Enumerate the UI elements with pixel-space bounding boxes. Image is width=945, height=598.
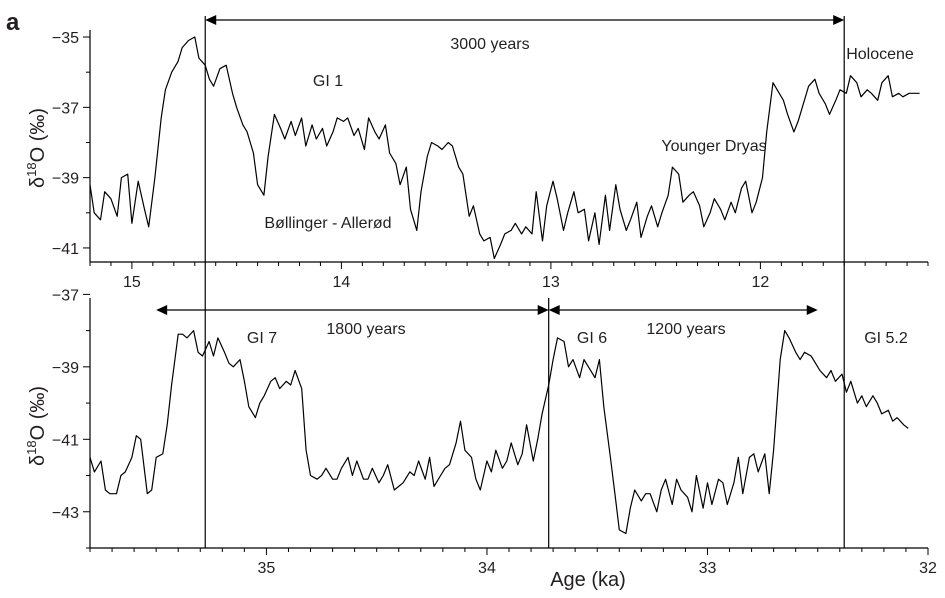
top-y-tick-label: −35 [52, 30, 79, 47]
younger-dryas-label: Younger Dryas [661, 138, 766, 155]
top-y-axis: −35 −37 −39 −41 [52, 30, 91, 262]
top-y-tick-label: −41 [52, 241, 79, 258]
top-panel: −35 −37 −39 −41 15 14 13 12 δ18O (‰) 3000 year… [24, 30, 929, 291]
arrow-1200-years-head-right [806, 305, 818, 315]
top-y-tick-label: −39 [52, 171, 79, 188]
bottom-y-tick-label: −37 [52, 287, 79, 304]
bottom-y-axis: −37 −39 −41 −43 [52, 287, 91, 549]
arrow-1800-years [156, 305, 549, 315]
arrow-1800-years-head-right [537, 305, 549, 315]
arrow-1200-years-head-left [548, 305, 560, 315]
arrow-3000-years-head-right [833, 15, 845, 25]
span-1200-years-label: 1200 years [646, 321, 725, 338]
top-x-tick-label: 14 [333, 274, 351, 291]
gi1-label: GI 1 [313, 73, 343, 90]
bottom-y-tick-label: −41 [52, 432, 79, 449]
x-axis-label: Age (ka) [550, 569, 626, 591]
bottom-y-tick-label: −43 [52, 505, 79, 522]
bottom-x-tick-label: 34 [478, 560, 496, 577]
top-x-tick-label: 15 [123, 274, 141, 291]
bottom-y-axis-label: δ18O (‰) [24, 386, 49, 466]
holocene-label: Holocene [846, 46, 914, 63]
top-x-axis: 15 14 13 12 [89, 261, 929, 291]
top-y-axis-label: δ18O (‰) [24, 108, 49, 188]
span-1800-years-label: 1800 years [326, 321, 405, 338]
reference-markers [156, 15, 845, 548]
gi7-label: GI 7 [247, 330, 277, 347]
top-delta18o-series [89, 36, 920, 260]
arrow-3000-years-head-left [205, 15, 217, 25]
bottom-panel: −37 −39 −41 −43 35 34 33 32 δ18O (‰) 1800 year… [24, 287, 937, 577]
arrow-1200-years [548, 305, 818, 315]
bottom-x-tick-label: 33 [699, 560, 717, 577]
gi52-label: GI 5.2 [864, 330, 908, 347]
bottom-x-axis: 35 34 33 32 [89, 547, 937, 577]
bottom-delta18o-series [89, 330, 909, 535]
bolling-allerod-label: Bøllinger - Allerød [264, 215, 391, 232]
bottom-x-tick-label: 32 [919, 560, 937, 577]
arrow-3000-years [205, 15, 845, 25]
arrow-1800-years-head-left [156, 305, 168, 315]
gi6-label: GI 6 [577, 330, 607, 347]
bottom-y-tick-label: −39 [52, 360, 79, 377]
top-x-tick-label: 12 [752, 274, 770, 291]
bottom-x-tick-label: 35 [258, 560, 276, 577]
panel-letter: a [6, 9, 20, 36]
top-x-tick-label: 13 [542, 274, 560, 291]
top-y-tick-label: −37 [52, 100, 79, 117]
span-3000-years-label: 3000 years [450, 36, 529, 53]
